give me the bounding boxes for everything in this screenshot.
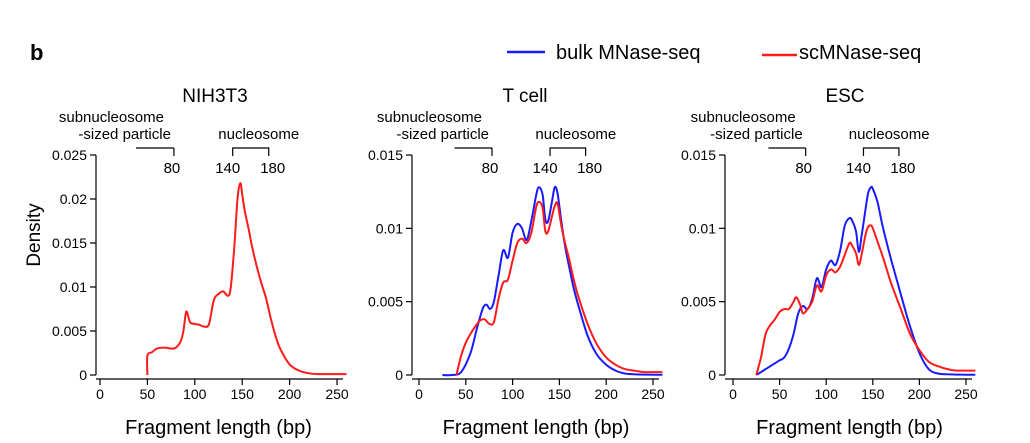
annotation-sized-particle: -sized particle xyxy=(396,126,489,143)
series-line-bulk xyxy=(755,185,976,376)
annotation-180: 180 xyxy=(260,160,285,177)
annotation-140: 140 xyxy=(533,160,558,177)
chart-panel-3: ESC subnucleosome-sized particle 80 nucleos… xyxy=(681,86,978,439)
y-tick-label: 0.015 xyxy=(681,147,716,163)
x-axis-label: Fragment length (bp) xyxy=(125,417,312,439)
annotation-180: 180 xyxy=(890,160,915,177)
annotation-sized-particle: -sized particle xyxy=(710,126,803,143)
y-tick-label: 0.015 xyxy=(52,235,87,251)
x-tick-label: 100 xyxy=(815,386,839,402)
series-line-sc xyxy=(755,224,976,376)
series-line-sc xyxy=(455,200,663,376)
series-line-bulk xyxy=(442,185,663,377)
annotation-subnucleosome: subnucleosome xyxy=(691,109,796,126)
x-tick-label: 50 xyxy=(772,386,788,402)
x-tick-label: 200 xyxy=(595,386,619,402)
y-tick-label: 0 xyxy=(79,367,87,383)
chart-title: ESC xyxy=(825,86,864,107)
nuc-bracket xyxy=(232,147,270,156)
y-tick-label: 0.02 xyxy=(60,191,87,207)
chart-panel-1: NIH3T3 subnucleosome-sized particle 80 nucl… xyxy=(52,86,349,439)
y-tick-label: 0 xyxy=(708,367,716,383)
annotation-80: 80 xyxy=(795,160,812,177)
y-tick-label: 0.025 xyxy=(52,147,87,163)
annotation-subnucleosome: subnucleosome xyxy=(59,109,164,126)
nuc-bracket xyxy=(862,147,900,156)
series-line-sc xyxy=(146,182,347,376)
y-tick-label: 0.01 xyxy=(60,279,87,295)
x-axis-label: Fragment length (bp) xyxy=(756,417,943,439)
chart-title: NIH3T3 xyxy=(182,86,247,107)
x-tick-label: 50 xyxy=(140,386,156,402)
y-tick-label: 0.01 xyxy=(376,220,403,236)
legend-label-sc: scMNase-seq xyxy=(799,42,921,64)
x-tick-label: 0 xyxy=(96,386,104,402)
y-tick-label: 0.005 xyxy=(368,294,403,310)
annotation-subnucleosome: subnucleosome xyxy=(377,109,482,126)
x-tick-label: 200 xyxy=(908,386,932,402)
panel-letter: b xyxy=(30,40,43,65)
chart-title: T cell xyxy=(502,86,547,107)
y-tick-label: 0.005 xyxy=(52,323,87,339)
x-tick-label: 150 xyxy=(861,386,885,402)
x-tick-label: 250 xyxy=(325,386,349,402)
annotation-nucleosome: nucleosome xyxy=(218,126,299,143)
y-tick-label: 0.01 xyxy=(689,220,716,236)
y-axis-label: Density xyxy=(24,203,45,267)
x-tick-label: 100 xyxy=(501,386,525,402)
x-axis-label: Fragment length (bp) xyxy=(443,417,630,439)
legend-label-bulk: bulk MNase-seq xyxy=(556,42,701,64)
chart-panel-2: T cell subnucleosome-sized particle 80 nucl… xyxy=(368,86,665,439)
annotation-nucleosome: nucleosome xyxy=(849,126,930,143)
y-tick-label: 0 xyxy=(395,367,403,383)
y-tick-label: 0.005 xyxy=(681,294,716,310)
annotation-nucleosome: nucleosome xyxy=(535,126,616,143)
x-tick-label: 200 xyxy=(278,386,302,402)
annotation-80: 80 xyxy=(164,160,181,177)
x-tick-label: 100 xyxy=(183,386,207,402)
annotation-180: 180 xyxy=(577,160,602,177)
nuc-bracket xyxy=(549,147,587,156)
x-tick-label: 250 xyxy=(954,386,978,402)
legend: bulk MNase-seq scMNase-seq xyxy=(507,42,921,64)
annotation-140: 140 xyxy=(846,160,871,177)
x-tick-label: 50 xyxy=(458,386,474,402)
y-tick-label: 0.015 xyxy=(368,147,403,163)
x-tick-label: 0 xyxy=(415,386,423,402)
annotation-sized-particle: -sized particle xyxy=(78,126,171,143)
x-tick-label: 150 xyxy=(231,386,255,402)
x-tick-label: 0 xyxy=(729,386,737,402)
x-tick-label: 150 xyxy=(548,386,572,402)
annotation-140: 140 xyxy=(215,160,240,177)
x-tick-label: 250 xyxy=(641,386,665,402)
annotation-80: 80 xyxy=(482,160,499,177)
